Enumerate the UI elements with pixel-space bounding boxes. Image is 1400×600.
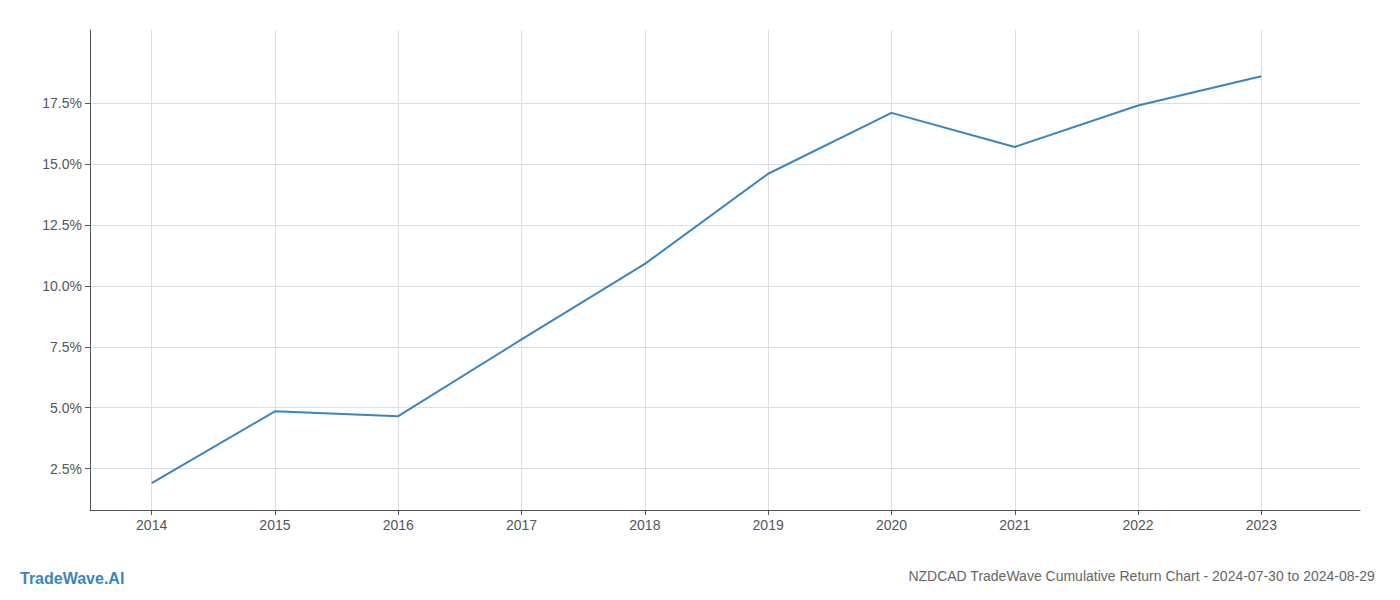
svg-text:2023: 2023 — [1246, 517, 1277, 533]
svg-text:2019: 2019 — [753, 517, 784, 533]
svg-text:2022: 2022 — [1122, 517, 1153, 533]
svg-text:2017: 2017 — [506, 517, 537, 533]
svg-text:2015: 2015 — [259, 517, 290, 533]
svg-text:10.0%: 10.0% — [42, 278, 82, 294]
svg-text:2018: 2018 — [629, 517, 660, 533]
svg-text:2021: 2021 — [999, 517, 1030, 533]
svg-text:NZDCAD TradeWave Cumulative Re: NZDCAD TradeWave Cumulative Return Chart… — [908, 568, 1375, 584]
svg-text:2.5%: 2.5% — [50, 461, 82, 477]
svg-text:5.0%: 5.0% — [50, 400, 82, 416]
svg-text:2016: 2016 — [383, 517, 414, 533]
svg-text:7.5%: 7.5% — [50, 339, 82, 355]
svg-text:TradeWave.AI: TradeWave.AI — [20, 570, 124, 587]
svg-text:2014: 2014 — [136, 517, 167, 533]
svg-text:12.5%: 12.5% — [42, 217, 82, 233]
svg-text:2020: 2020 — [876, 517, 907, 533]
svg-text:15.0%: 15.0% — [42, 156, 82, 172]
svg-text:17.5%: 17.5% — [42, 95, 82, 111]
